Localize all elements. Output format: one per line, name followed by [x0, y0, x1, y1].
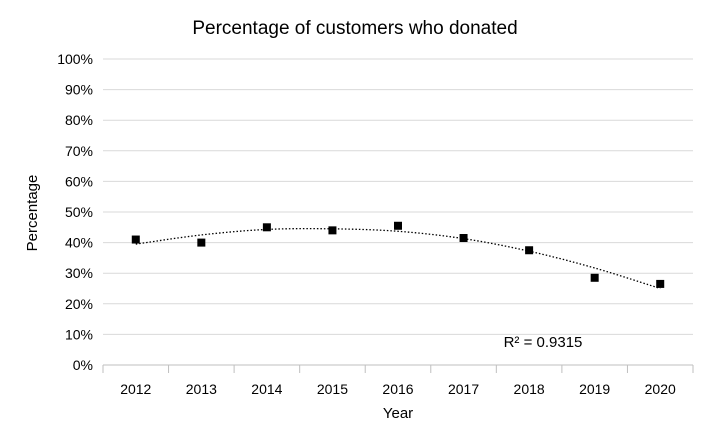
y-tick-label: 80%: [65, 112, 93, 128]
trendline: [135, 227, 661, 290]
x-tick-label: 2018: [514, 381, 545, 397]
data-point: [131, 235, 140, 244]
y-tick-label: 100%: [57, 51, 93, 67]
x-tick-label: 2017: [448, 381, 479, 397]
x-tick-label: 2020: [645, 381, 676, 397]
x-tick-label: 2019: [579, 381, 610, 397]
y-tick-label: 20%: [65, 296, 93, 312]
chart-title: Percentage of customers who donated: [192, 18, 517, 39]
y-tick-label: 50%: [65, 204, 93, 220]
data-point: [197, 238, 206, 247]
y-tick-label: 10%: [65, 326, 93, 342]
y-axis-ticks: 0% 10% 20% 30% 40% 50% 60% 70% 80% 90% 100%: [57, 51, 93, 373]
x-tick-label: 2013: [186, 381, 217, 397]
x-tick-label: 2014: [251, 381, 282, 397]
data-point: [328, 226, 337, 235]
y-tick-label: 60%: [65, 173, 93, 189]
gridlines: [103, 58, 693, 335]
y-tick-label: 40%: [65, 235, 93, 251]
y-tick-label: 70%: [65, 143, 93, 159]
x-axis-ticks: 2012 2013 2014 2015 2016 2017 2018 2019 2020: [102, 365, 694, 397]
data-point: [262, 223, 271, 232]
data-point: [459, 234, 468, 243]
data-point: [590, 273, 599, 282]
x-tick-label: 2015: [317, 381, 348, 397]
y-tick-label: 0%: [73, 357, 93, 373]
r-squared-label: R² = 0.9315: [504, 334, 583, 351]
data-points: [131, 221, 665, 288]
y-axis-label: Percentage: [24, 175, 41, 252]
y-tick-label: 90%: [65, 82, 93, 98]
x-axis-label: Year: [383, 405, 413, 422]
data-point: [525, 246, 534, 255]
data-point: [656, 279, 665, 288]
data-point: [394, 221, 402, 230]
x-tick-label: 2012: [120, 381, 151, 397]
y-tick-label: 30%: [65, 265, 93, 281]
x-tick-label: 2016: [382, 381, 413, 397]
